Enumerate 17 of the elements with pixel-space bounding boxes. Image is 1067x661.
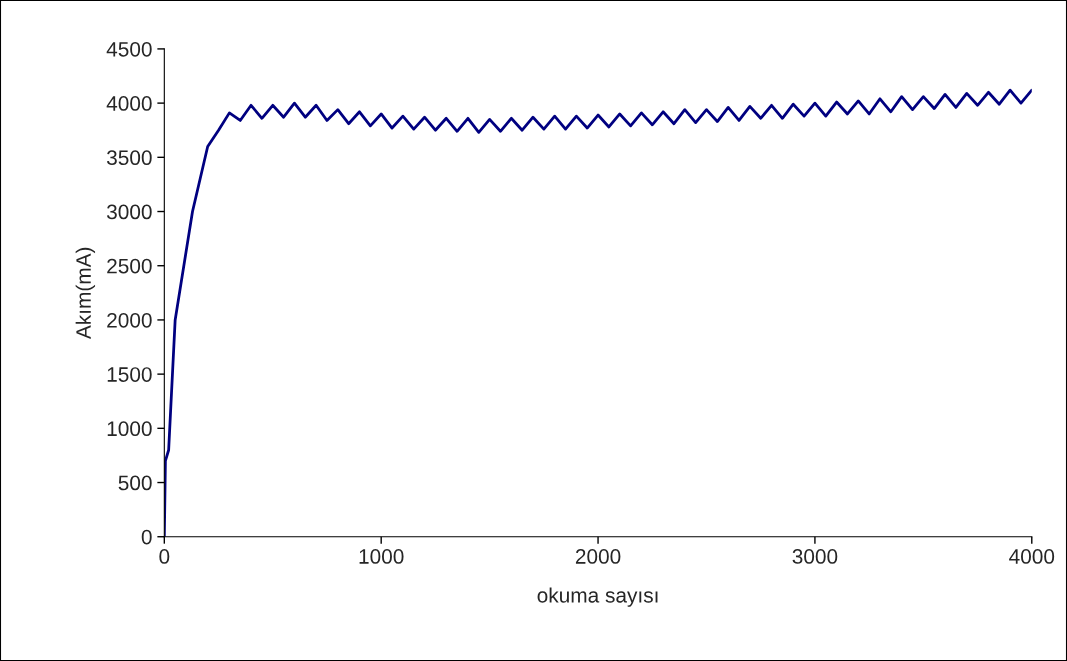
y-tick-label: 3000	[106, 204, 152, 220]
x-tick-label: 0	[159, 549, 170, 564]
y-tick-label: 1000	[107, 421, 152, 437]
y-tick-label: 2000	[107, 312, 152, 328]
y-tick-label: 1500	[107, 367, 152, 382]
y-tick-label: 4000	[106, 96, 152, 111]
y-tick-label: 3500	[106, 150, 152, 166]
x-axis-title: okuma sayısı	[537, 587, 658, 607]
x-tick-label: 4000	[1009, 549, 1055, 564]
y-tick-label: 0	[141, 529, 152, 545]
x-tick-label: 1000	[359, 549, 404, 564]
x-tick-label: 2000	[575, 549, 621, 564]
y-tick-label: 500	[118, 475, 152, 491]
y-axis-title: Akım(mA)	[75, 247, 96, 340]
y-tick-label: 4500	[106, 41, 152, 57]
x-tick-label: 3000	[792, 549, 838, 564]
y-tick-label: 2500	[107, 258, 152, 274]
